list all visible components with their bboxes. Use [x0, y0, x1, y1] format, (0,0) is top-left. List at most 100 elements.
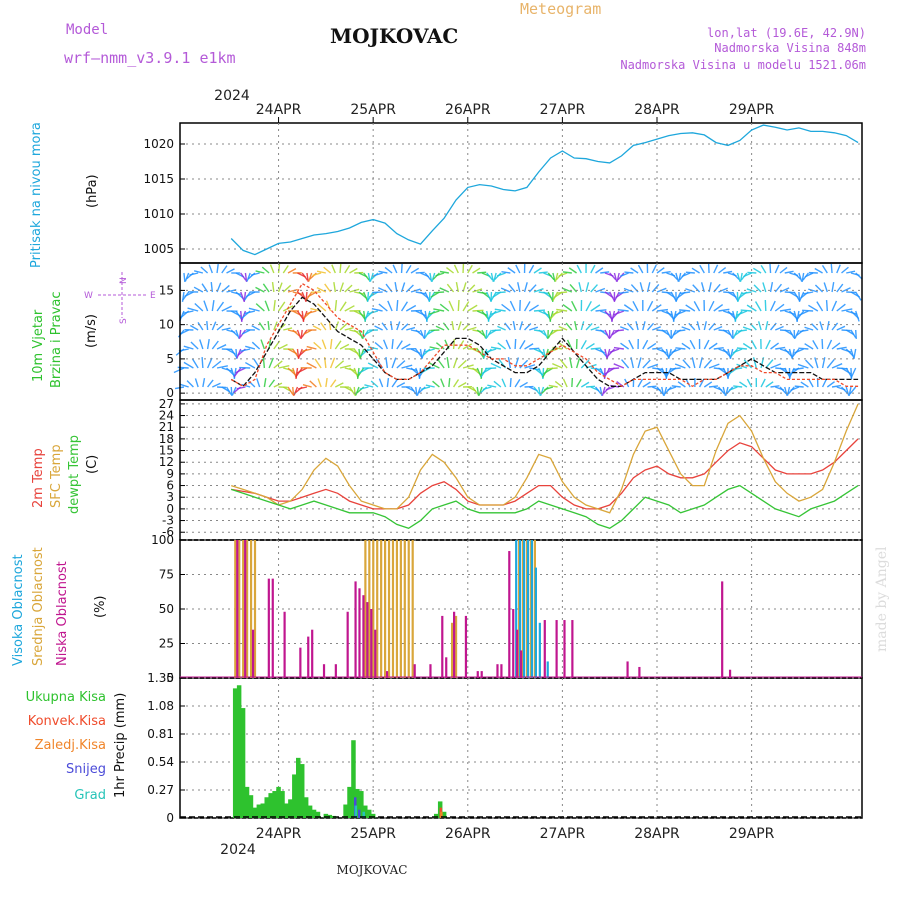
wind-arrow	[269, 264, 275, 274]
cloud-bar-mid	[372, 540, 375, 678]
wind-arrow	[440, 378, 445, 388]
wind-arrow	[821, 265, 828, 274]
temp-line-1	[231, 403, 859, 514]
cloud-bar-mid	[403, 540, 406, 678]
wind-arrow	[562, 303, 573, 312]
wind-arrow	[665, 348, 670, 359]
wind-arrow	[855, 310, 860, 322]
wind-arrow	[467, 326, 477, 331]
wind-arrow	[197, 322, 204, 331]
wind-arrow	[750, 339, 757, 350]
wind-arrow	[333, 282, 337, 293]
wind-arrow	[599, 348, 608, 358]
wind-arrow	[216, 344, 227, 350]
wind-arrow	[826, 381, 835, 388]
cloud-bar-low	[626, 661, 629, 678]
wind-arrow	[599, 386, 603, 396]
wind-arrow	[277, 301, 286, 312]
wind-arrow	[691, 267, 700, 274]
day-label-top: 24APR	[256, 102, 302, 118]
temp-title-sfc: SFC Temp	[49, 444, 64, 508]
wind-arrow	[386, 377, 390, 388]
wind-arrow	[509, 300, 516, 312]
wind-title-line2: Brzina i Pravac	[49, 291, 64, 388]
wind-arrow	[670, 291, 677, 302]
precip-bar	[299, 764, 305, 818]
wind-arrow	[287, 268, 297, 274]
wind-arrow	[595, 309, 607, 312]
cloud-bar-low	[508, 551, 511, 678]
wind-arrow	[258, 322, 265, 331]
wind-arrow	[667, 386, 677, 391]
wind-arrow	[671, 385, 681, 388]
wind-arrow	[692, 284, 701, 293]
wind-arrow	[757, 321, 762, 331]
wind-arrow	[656, 267, 665, 274]
precip-bar	[244, 786, 250, 818]
year-label-top: 2024	[214, 88, 250, 104]
precip-bar	[236, 685, 242, 818]
pressure-line	[230, 124, 859, 256]
cloud-bar-low	[346, 611, 349, 678]
wind-arrow	[448, 377, 451, 388]
wind-arrow	[406, 326, 416, 331]
wind-arrow	[793, 291, 800, 301]
wind-arrow	[515, 264, 521, 274]
wind-arrow	[400, 263, 403, 274]
wind-arrow	[273, 321, 278, 331]
wind-arrow	[682, 359, 691, 369]
wind-arrow	[613, 363, 625, 369]
wind-arrow	[734, 310, 739, 322]
wind-arrow	[661, 270, 671, 274]
wind-arrow	[255, 286, 265, 293]
wind-arrow	[528, 284, 537, 293]
wind-arrow	[696, 321, 701, 331]
wind-arrow	[230, 329, 239, 337]
wind-arrow	[211, 340, 219, 350]
wind-arrow	[797, 363, 809, 369]
wind-arrow	[477, 271, 487, 274]
compass-s: S	[119, 318, 129, 324]
wind-arrow	[485, 367, 497, 370]
wind-arrow	[646, 282, 651, 293]
wind-arrow	[241, 329, 251, 335]
day-label-top: 27APR	[540, 102, 586, 118]
cloud-bar-high	[522, 540, 526, 678]
y-tick-label: 75	[159, 568, 174, 582]
wind-arrow	[312, 272, 322, 277]
wind-arrow	[693, 301, 701, 312]
wind-arrow	[262, 283, 270, 293]
compass-n: N	[119, 277, 129, 284]
wind-arrow	[816, 301, 824, 312]
wind-arrow	[855, 272, 863, 280]
wind-arrow	[836, 283, 844, 293]
precip-bar	[441, 811, 447, 818]
wind-arrow	[248, 307, 260, 312]
wind-arrow	[367, 310, 379, 315]
temp-line-0	[231, 438, 859, 510]
wind-arrow	[496, 272, 506, 277]
wind-arrow	[244, 310, 256, 315]
wind-arrow	[329, 338, 333, 350]
wind-unit: (m/s)	[84, 314, 99, 348]
precip-bar	[433, 813, 439, 818]
day-label-top: 25APR	[350, 102, 396, 118]
wind-arrow	[282, 284, 292, 293]
wind-arrow	[481, 329, 487, 339]
wind-arrow	[647, 342, 657, 350]
wind-arrow	[681, 272, 691, 278]
cloud-bar-low	[445, 657, 448, 678]
wind-arrow	[244, 361, 256, 369]
wind-arrow	[558, 325, 568, 331]
wind-arrow	[451, 321, 455, 331]
day-label-bottom: 24APR	[256, 826, 302, 842]
wind-arrow	[718, 308, 730, 312]
wind-arrow	[779, 308, 791, 312]
wind-arrow	[329, 357, 336, 369]
wind-arrow	[201, 283, 209, 293]
wind-arrow	[798, 310, 809, 317]
wind-arrow	[770, 385, 780, 388]
cloud-bar-low	[441, 615, 444, 678]
year-label-bottom: 2024	[220, 842, 256, 858]
wind-arrow	[538, 329, 547, 336]
